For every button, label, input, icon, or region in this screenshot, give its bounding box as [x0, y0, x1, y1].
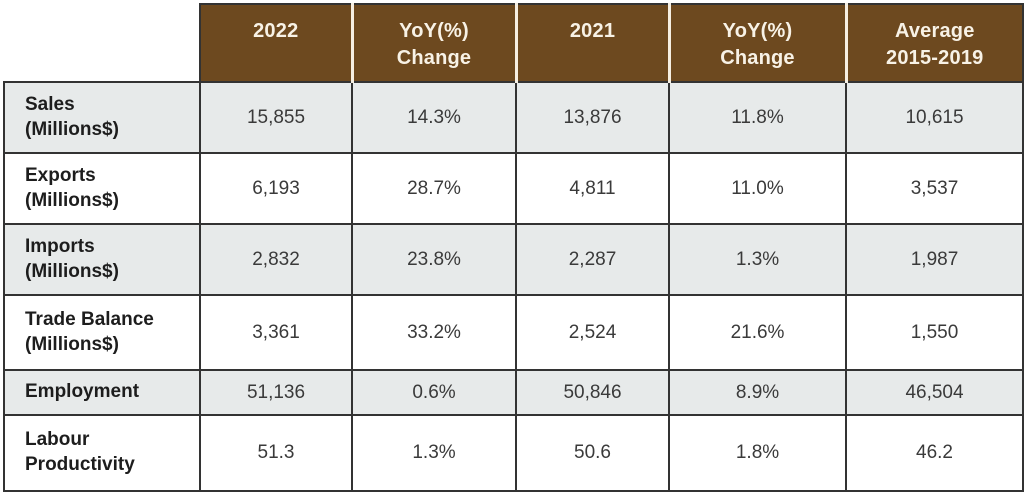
col-header-2021: 2021 — [514, 3, 670, 83]
cell-value: 6,193 — [199, 152, 353, 225]
row-label-text: Exports — [25, 164, 96, 186]
cell-value: 2,287 — [515, 223, 670, 296]
row-label-unit: (Millions$) — [25, 260, 119, 282]
row-label-unit: (Millions$) — [25, 118, 119, 140]
header-row: 2022 YoY(%) Change 2021 YoY(%) Change Aver… — [4, 3, 1024, 83]
cell-value: 4,811 — [515, 152, 670, 225]
cell-value: 21.6% — [668, 294, 847, 371]
cell-value: 11.0% — [668, 152, 847, 225]
cell-value: 46,504 — [845, 369, 1024, 416]
cell-value: 50,846 — [515, 369, 670, 416]
cell-value: 51.3 — [199, 414, 353, 492]
cell-value: 11.8% — [668, 81, 847, 154]
cell-value: 3,537 — [845, 152, 1024, 225]
col-header-line: 2015-2019 — [886, 47, 984, 69]
col-header-2022: 2022 — [199, 3, 353, 83]
col-header-line: 2022 — [253, 20, 299, 42]
row-label-text: Labour Productivity — [25, 429, 135, 475]
row-label-text: Imports — [25, 235, 95, 257]
cell-value: 3,361 — [199, 294, 353, 371]
table-row-employment: Employment 51,136 0.6% 50,846 8.9% 46,50… — [3, 369, 1024, 416]
table-row-exports: Exports (Millions$) 6,193 28.7% 4,811 11.… — [3, 152, 1024, 225]
cell-value: 28.7% — [351, 152, 517, 225]
row-label-text: Sales — [25, 93, 75, 115]
row-label: Labour Productivity — [3, 414, 201, 492]
cell-value: 1,987 — [845, 223, 1024, 296]
cell-value: 0.6% — [351, 369, 517, 416]
row-label: Sales (Millions$) — [3, 81, 201, 154]
col-header-line: 2021 — [569, 20, 616, 42]
col-header-line: YoY(%) — [399, 20, 469, 42]
row-label: Employment — [3, 369, 201, 416]
col-header-line: YoY(%) — [722, 20, 793, 42]
cell-value: 33.2% — [351, 294, 517, 371]
row-label-unit: (Millions$) — [25, 333, 119, 355]
col-header-line: Change — [720, 47, 795, 69]
row-label: Trade Balance (Millions$) — [3, 294, 201, 371]
cell-value: 51,136 — [199, 369, 353, 416]
table-row-sales: Sales (Millions$) 15,855 14.3% 13,876 11.… — [3, 81, 1024, 154]
cell-value: 2,832 — [199, 223, 353, 296]
cell-value: 1.3% — [351, 414, 517, 492]
cell-value: 10,615 — [845, 81, 1024, 154]
table-row-imports: Imports (Millions$) 2,832 23.8% 2,287 1.3… — [3, 223, 1024, 296]
col-header-yoy-change-1: YoY(%) Change — [350, 3, 517, 83]
cell-value: 1.3% — [668, 223, 847, 296]
table-row-labour-productivity: Labour Productivity 51.3 1.3% 50.6 1.8% … — [3, 414, 1024, 492]
row-label-text: Trade Balance — [25, 308, 154, 330]
row-label-text: Employment — [25, 381, 140, 403]
col-header-yoy-change-2: YoY(%) Change — [667, 3, 847, 83]
row-label-unit: (Millions$) — [25, 189, 119, 211]
cell-value: 1.8% — [668, 414, 847, 492]
col-header-line: Average — [894, 20, 975, 42]
cell-value: 50.6 — [515, 414, 670, 492]
cell-value: 13,876 — [515, 81, 670, 154]
row-label: Imports (Millions$) — [3, 223, 201, 296]
cell-value: 23.8% — [351, 223, 517, 296]
corner-cell — [4, 4, 200, 82]
cell-value: 1,550 — [845, 294, 1024, 371]
cell-value: 8.9% — [668, 369, 847, 416]
cell-value: 2,524 — [515, 294, 670, 371]
cell-value: 14.3% — [351, 81, 517, 154]
summary-table: 2022 YoY(%) Change 2021 YoY(%) Change Aver… — [3, 3, 1024, 492]
col-header-average-2015-2019: Average 2015-2019 — [844, 3, 1024, 83]
col-header-line: Change — [396, 47, 472, 69]
table-row-trade-balance: Trade Balance (Millions$) 3,361 33.2% 2,5… — [3, 294, 1024, 371]
cell-value: 46.2 — [845, 414, 1024, 492]
row-label: Exports (Millions$) — [3, 152, 201, 225]
cell-value: 15,855 — [199, 81, 353, 154]
